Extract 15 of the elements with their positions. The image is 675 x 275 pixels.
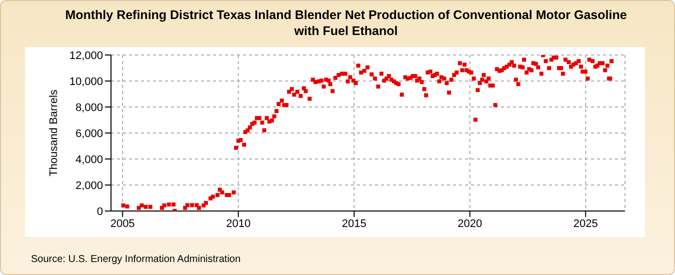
y-tick-label: 12,000 [69,50,103,62]
x-tick-label: 2020 [458,218,482,230]
chart-title: Monthly Refining District Texas Inland Blender Net Production of Conventional Motor Gasoline with Fuel Ethanol [64,7,628,39]
x-tick-label: 2010 [226,218,251,230]
y-tick-label: 4,000 [75,154,103,166]
y-tick-label: 10,000 [69,76,103,88]
y-tick-label: 8,000 [75,102,103,114]
x-tick-label: 2015 [342,218,366,230]
y-axis-title: Thousand Barrels [48,89,60,176]
y-tick-label: 6,000 [75,128,103,140]
source-note: Source: U.S. Energy Information Administration [31,254,241,265]
y-tick-label: 0 [96,206,103,218]
x-tick-label: 2025 [573,218,598,230]
x-tick-label: 2005 [110,218,135,230]
y-tick-label: 2,000 [75,180,103,192]
